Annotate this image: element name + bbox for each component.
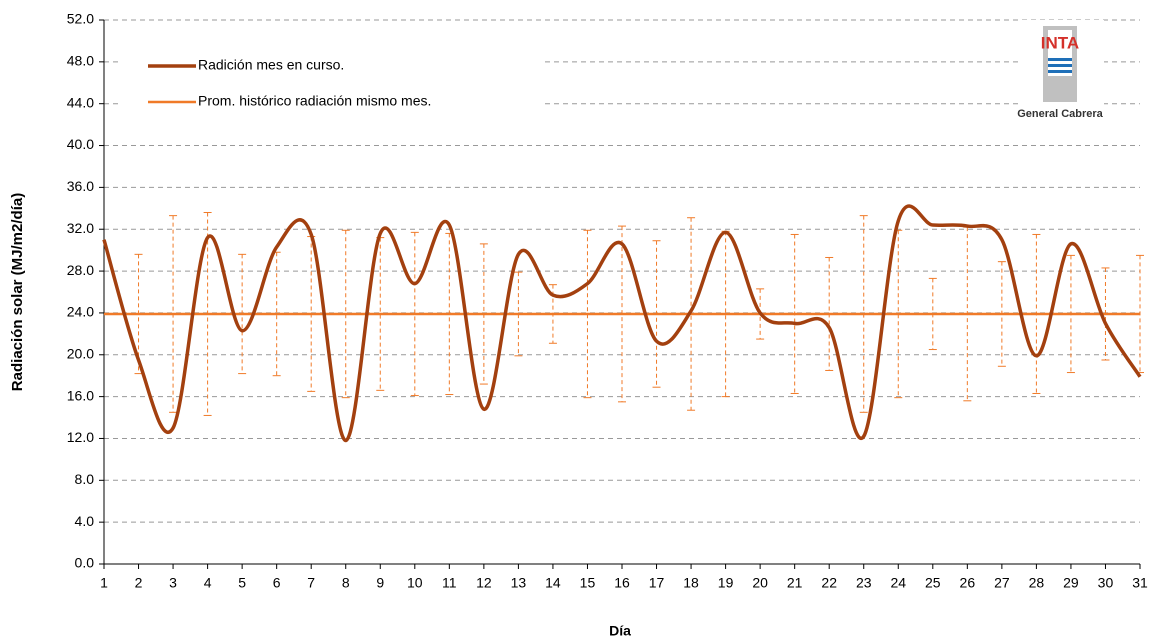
y-tick-label: 0.0 bbox=[75, 555, 95, 571]
x-tick-label: 5 bbox=[238, 575, 246, 591]
logo-text: INTA bbox=[1041, 33, 1079, 52]
x-tick-label: 11 bbox=[442, 575, 457, 591]
legend-label: Radición mes en curso. bbox=[198, 57, 344, 73]
y-tick-label: 40.0 bbox=[67, 136, 94, 152]
x-tick-label: 18 bbox=[683, 575, 699, 591]
x-axis-label: Día bbox=[609, 623, 631, 639]
x-tick-label: 4 bbox=[204, 575, 212, 591]
y-tick-label: 48.0 bbox=[67, 53, 94, 69]
x-tick-label: 29 bbox=[1063, 575, 1079, 591]
y-axis-label: Radiación solar (MJ/m2/día) bbox=[9, 193, 26, 391]
x-tick-label: 13 bbox=[511, 575, 527, 591]
marks bbox=[102, 204, 1144, 443]
x-tick-label: 30 bbox=[1098, 575, 1114, 591]
x-tick-label: 19 bbox=[718, 575, 734, 591]
logo-stripe bbox=[1048, 58, 1072, 61]
x-tick-label: 2 bbox=[135, 575, 143, 591]
logo: INTA General Cabrera bbox=[1017, 20, 1104, 132]
x-tick-label: 22 bbox=[821, 575, 837, 591]
error-bar bbox=[1101, 267, 1110, 361]
x-tick-label: 25 bbox=[925, 575, 941, 591]
y-tick-label: 4.0 bbox=[75, 513, 95, 529]
error-bar bbox=[756, 288, 765, 340]
logo-stripe bbox=[1048, 70, 1072, 73]
x-tick-label: 23 bbox=[856, 575, 872, 591]
legend-label: Prom. histórico radiación mismo mes. bbox=[198, 93, 431, 109]
legend-bg bbox=[120, 44, 545, 120]
x-tick-label: 3 bbox=[169, 575, 177, 591]
x-tick-label: 8 bbox=[342, 575, 350, 591]
x-tick-label: 16 bbox=[614, 575, 630, 591]
logo-inner bbox=[1048, 30, 1072, 76]
x-tick-label: 7 bbox=[307, 575, 315, 591]
y-tick-label: 44.0 bbox=[67, 94, 94, 110]
series-line bbox=[102, 204, 1142, 443]
x-tick-label: 12 bbox=[476, 575, 492, 591]
x-tick-label: 31 bbox=[1132, 575, 1148, 591]
x-tick-label: 1 bbox=[100, 575, 108, 591]
x-tick-label: 27 bbox=[994, 575, 1010, 591]
x-tick-label: 26 bbox=[960, 575, 976, 591]
legend: Radición mes en curso. Prom. histórico ra… bbox=[148, 57, 431, 109]
y-tick-label: 12.0 bbox=[67, 429, 94, 445]
y-tick-label: 8.0 bbox=[75, 471, 95, 487]
x-tick-label: 20 bbox=[752, 575, 768, 591]
x-tick-label: 21 bbox=[787, 575, 803, 591]
y-tick-label: 28.0 bbox=[67, 262, 94, 278]
logo-caption: General Cabrera bbox=[1017, 108, 1103, 120]
x-tick-label: 17 bbox=[649, 575, 665, 591]
logo-stripe bbox=[1048, 64, 1072, 67]
error-bar bbox=[583, 229, 592, 399]
y-tick-label: 36.0 bbox=[67, 178, 94, 194]
error-bar bbox=[341, 229, 350, 399]
y-tick-label: 52.0 bbox=[67, 11, 94, 27]
x-tick-label: 14 bbox=[545, 575, 561, 591]
error-bar bbox=[687, 217, 696, 411]
x-tick-label: 28 bbox=[1029, 575, 1045, 591]
y-tick-label: 16.0 bbox=[67, 387, 94, 403]
x-tick-label: 10 bbox=[407, 575, 423, 591]
x-tick-label: 24 bbox=[890, 575, 906, 591]
x-tick-label: 15 bbox=[580, 575, 596, 591]
error-bar bbox=[514, 271, 523, 357]
y-tick-label: 24.0 bbox=[67, 304, 94, 320]
error-bar bbox=[410, 231, 419, 397]
y-tick-label: 32.0 bbox=[67, 220, 94, 236]
y-tick-label: 20.0 bbox=[67, 345, 94, 361]
x-tick-label: 9 bbox=[376, 575, 384, 591]
x-tick-label: 6 bbox=[273, 575, 281, 591]
